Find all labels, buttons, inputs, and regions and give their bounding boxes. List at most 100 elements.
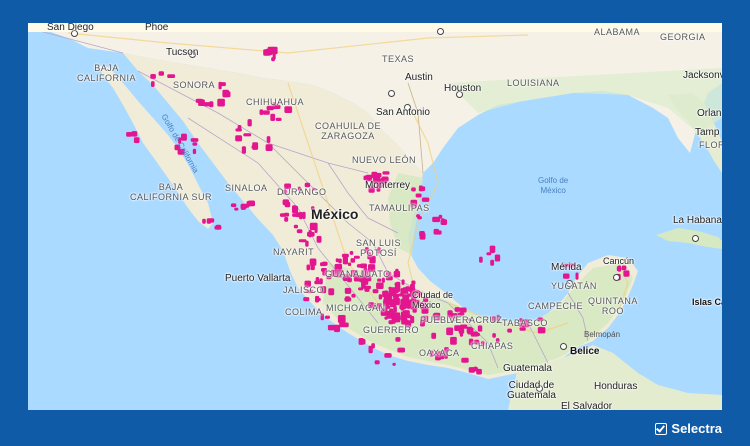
coverage-marker bbox=[454, 325, 462, 331]
label-sonora: SONORA bbox=[173, 80, 216, 90]
label-guatemala-country: Guatemala bbox=[503, 363, 552, 374]
coverage-marker bbox=[623, 270, 630, 277]
coverage-marker bbox=[335, 258, 339, 263]
coverage-marker bbox=[320, 262, 327, 267]
coverage-marker bbox=[293, 224, 298, 229]
coverage-marker bbox=[305, 240, 309, 247]
label-san-diego: San Diego bbox=[47, 23, 94, 33]
label-jackson: Jacksonv bbox=[683, 70, 722, 81]
coverage-marker bbox=[400, 288, 409, 294]
coverage-marker bbox=[381, 176, 389, 182]
coverage-marker bbox=[410, 199, 418, 208]
coverage-marker bbox=[295, 212, 300, 218]
map-frame[interactable]: San Diego Phoe Tucson ALABAMA GEORGIA BA… bbox=[28, 23, 722, 410]
label-puebla: PUEBLA bbox=[420, 315, 459, 325]
coverage-marker bbox=[364, 247, 369, 254]
coverage-marker bbox=[519, 327, 526, 331]
coverage-marker bbox=[376, 282, 384, 289]
coverage-marker bbox=[209, 218, 215, 223]
coverage-marker bbox=[349, 251, 354, 255]
selectra-logo: Selectra bbox=[655, 421, 722, 436]
state-borders bbox=[28, 27, 589, 369]
coverage-marker bbox=[345, 296, 350, 302]
coverage-marker bbox=[195, 98, 203, 103]
coverage-marker bbox=[347, 262, 352, 267]
coverage-marker bbox=[298, 239, 307, 243]
coverage-marker bbox=[384, 290, 388, 298]
coverage-marker bbox=[401, 279, 405, 285]
coverage-marker bbox=[167, 74, 176, 78]
coverage-marker bbox=[358, 287, 364, 291]
label-texas: TEXAS bbox=[382, 54, 415, 64]
mexico-land bbox=[123, 53, 638, 379]
coverage-marker bbox=[222, 91, 231, 98]
coverage-marker bbox=[265, 144, 273, 151]
city-dot-la-habana bbox=[692, 235, 699, 242]
label-golfo-mexico: Golfo de México bbox=[538, 176, 569, 195]
coverage-marker bbox=[376, 184, 381, 192]
baja-land bbox=[98, 65, 213, 229]
coverage-marker bbox=[241, 146, 246, 154]
coverage-marker bbox=[518, 322, 526, 327]
coverage-marker bbox=[444, 350, 448, 359]
coverage-marker bbox=[364, 285, 371, 290]
coverage-marker bbox=[411, 280, 416, 285]
coverage-marker bbox=[262, 110, 270, 115]
coverage-marker bbox=[374, 360, 380, 365]
label-austin: Austin bbox=[405, 72, 433, 83]
coverage-marker bbox=[284, 106, 293, 113]
label-islas-ca: Islas Ca bbox=[692, 297, 722, 307]
label-quintana-roo: QUINTANA ROO bbox=[588, 296, 638, 316]
top-strip bbox=[28, 23, 722, 32]
coverage-marker bbox=[151, 81, 155, 87]
map-canvas[interactable] bbox=[28, 23, 722, 410]
coverage-markers bbox=[126, 46, 630, 375]
coverage-marker bbox=[494, 254, 501, 262]
coverage-marker bbox=[344, 287, 352, 294]
coverage-marker bbox=[215, 224, 222, 230]
coverage-marker bbox=[150, 74, 156, 79]
coverage-marker bbox=[404, 297, 409, 304]
coverage-marker bbox=[319, 278, 323, 285]
coverage-marker bbox=[621, 267, 626, 271]
label-orlan: Orlan bbox=[697, 108, 722, 119]
coverage-marker bbox=[341, 322, 349, 328]
coverage-marker bbox=[328, 288, 335, 296]
city-dot-cancun bbox=[613, 274, 620, 281]
coverage-marker bbox=[447, 310, 453, 318]
coverage-marker bbox=[479, 256, 483, 263]
coverage-marker bbox=[307, 231, 315, 237]
coverage-marker bbox=[341, 253, 349, 258]
coverage-marker bbox=[360, 338, 366, 345]
coverage-marker bbox=[477, 325, 483, 332]
city-dot-tucson bbox=[189, 51, 196, 58]
coverage-marker bbox=[417, 291, 423, 297]
coverage-marker bbox=[282, 199, 289, 206]
coverage-marker bbox=[560, 264, 569, 268]
coverage-marker bbox=[336, 269, 344, 275]
coverage-marker bbox=[350, 258, 356, 263]
coverage-marker bbox=[177, 148, 185, 155]
label-nayarit: NAYARIT bbox=[273, 247, 315, 257]
coverage-marker bbox=[563, 273, 570, 279]
coverage-marker bbox=[480, 341, 485, 346]
coverage-marker bbox=[394, 317, 401, 323]
coverage-marker bbox=[303, 297, 310, 302]
coverage-marker bbox=[411, 187, 416, 192]
coverage-marker bbox=[393, 306, 397, 313]
coverage-marker bbox=[490, 246, 495, 254]
coverage-marker bbox=[360, 263, 367, 269]
coverage-marker bbox=[361, 271, 369, 278]
coverage-marker bbox=[202, 218, 206, 224]
coverage-marker bbox=[435, 353, 441, 361]
coverage-marker bbox=[377, 247, 381, 254]
label-houston: Houston bbox=[444, 83, 482, 94]
label-michoacan: MICHOACÁN bbox=[326, 303, 386, 313]
coverage-marker bbox=[131, 131, 138, 137]
coverage-marker bbox=[397, 347, 405, 353]
coverage-marker bbox=[353, 275, 361, 282]
coverage-marker bbox=[419, 232, 426, 240]
coverage-marker bbox=[217, 98, 225, 107]
label-belmopan: Belmopán bbox=[584, 330, 621, 339]
coverage-marker bbox=[324, 315, 330, 319]
